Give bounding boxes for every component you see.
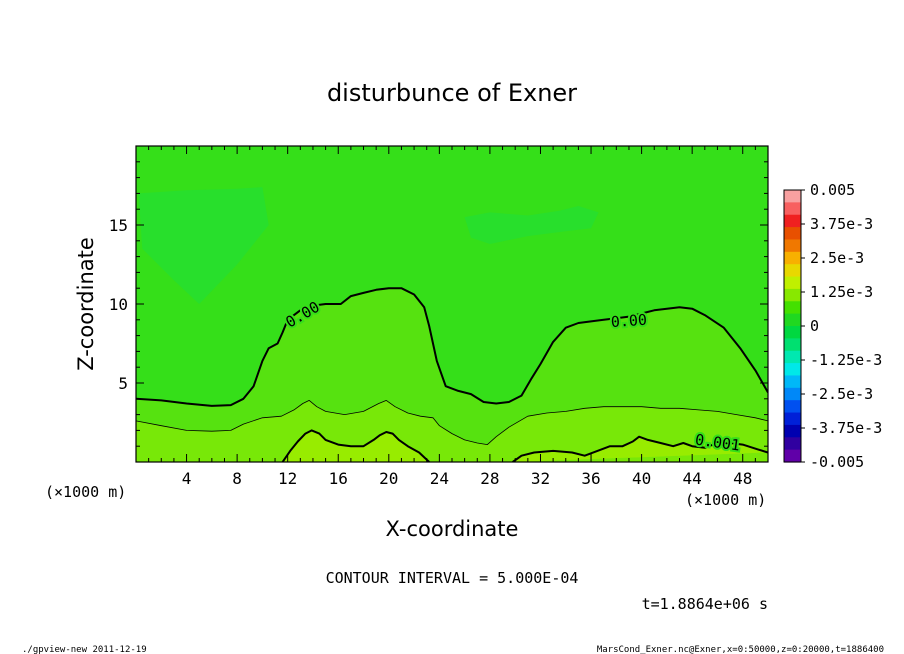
x-axis: 4 8 12 16 20 24 28 32 36 40 44 48 [148,146,756,488]
colorbar-swatch-12 [784,326,801,339]
x-tick-label-36: 36 [581,469,600,488]
time-stamp: t=1.8864e+06 s [642,595,768,613]
colorbar-swatch-15 [784,363,801,377]
colorbar-swatch-19 [784,412,801,426]
colorbar-swatch-1 [784,190,801,203]
colorbar-swatch-4 [784,227,801,241]
colorbar-swatch-22 [784,449,801,463]
colorbar-swatch-5 [784,239,801,253]
colorbar-swatch-13 [784,338,801,352]
y-tick-label-5: 5 [118,374,128,393]
colorbar-label-1: 0.005 [810,181,855,199]
colorbar-swatch-9 [784,288,801,302]
colorbar-label-4: 1.25e-3 [810,283,873,301]
shade-negative-upper-right [464,206,599,244]
x-tick-label-12: 12 [278,469,297,488]
y-tick-label-10: 10 [109,295,128,314]
x-tick-label-16: 16 [329,469,348,488]
x-tick-label-40: 40 [632,469,651,488]
colorbar-label-9: -0.005 [810,453,864,471]
colorbar-swatch-3 [784,214,801,228]
footer-left: ./gpview-new 2011-12-19 [22,645,147,654]
chart-title: disturbunce of Exner [327,79,577,107]
x-tick-label-28: 28 [480,469,499,488]
x-axis-label: X-coordinate [386,517,519,541]
colorbar: 0.005 3.75e-3 2.5e-3 1.25e-3 0 -1.25e-3 -2.5e-… [783,181,882,471]
contour-label-2: 0.00 [610,311,647,331]
colorbar-label-3: 2.5e-3 [810,249,864,267]
x-tick-label-48: 48 [733,469,752,488]
colorbar-swatch-14 [784,350,801,364]
contour-plot-area: 0.00 0.000.001 [135,145,769,463]
colorbar-label-2: 3.75e-3 [810,215,873,233]
contour-line-3 [281,429,430,462]
colorbar-label-8: -3.75e-3 [810,419,882,437]
contour-lines [136,287,768,462]
x-tick-label-8: 8 [232,469,242,488]
contour-line-1 [136,287,768,407]
contour-line-4 [512,435,768,462]
footer-right: MarsCond_Exner.nc@Exner,x=0:50000,z=0:20… [597,645,884,654]
y-axis: 5 10 15 [109,161,768,447]
colorbar-swatch-18 [784,400,801,414]
colorbar-swatch-20 [784,424,801,438]
y-axis-label: Z-coordinate [74,237,98,371]
colorbar-swatch-10 [784,301,801,315]
x-tick-label-44: 44 [683,469,702,488]
colorbar-swatch-17 [784,387,801,401]
colorbar-swatch-2 [784,202,801,216]
x-tick-label-20: 20 [379,469,398,488]
colorbar-swatch-11 [784,313,801,327]
x-tick-label-24: 24 [430,469,449,488]
x-tick-label-32: 32 [531,469,550,488]
x-unit-left: (×1000 m) [45,483,126,501]
colorbar-swatch-8 [784,276,801,290]
x-unit-right: (×1000 m) [685,491,766,509]
colorbar-label-5: 0 [810,317,819,335]
colorbar-swatch-16 [784,375,801,389]
x-tick-label-4: 4 [182,469,192,488]
colorbar-label-6: -1.25e-3 [810,351,882,369]
shade-negative-upper-left [138,187,269,304]
colorbar-swatch-21 [784,437,801,451]
contour-interval-note: CONTOUR INTERVAL = 5.000E-04 [326,569,579,587]
colorbar-swatch-6 [784,251,801,265]
y-tick-label-15: 15 [109,216,128,235]
contour-line-2 [136,400,768,445]
colorbar-label-7: -2.5e-3 [810,385,873,403]
shade-above-0001-2 [512,436,768,462]
colorbar-swatch-7 [784,264,801,278]
